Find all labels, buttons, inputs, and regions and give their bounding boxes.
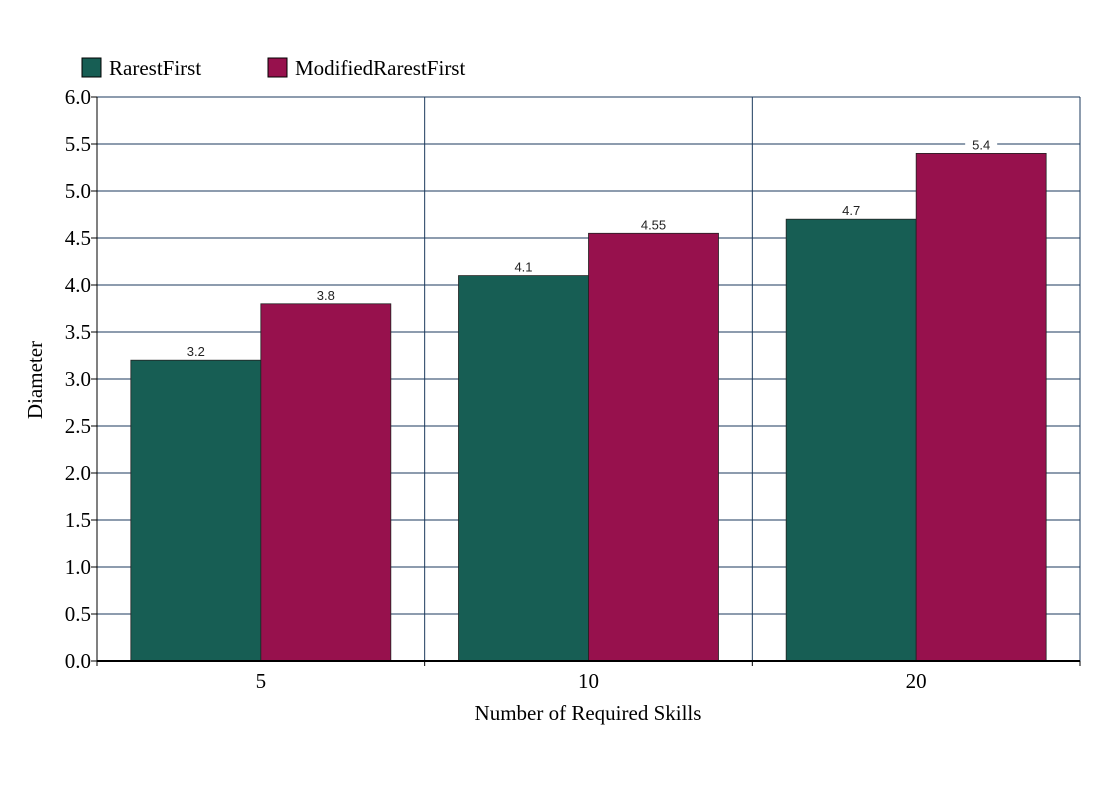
axes bbox=[91, 96, 1081, 666]
y-tick-label: 3.0 bbox=[65, 367, 91, 391]
bar-ModifiedRarestFirst-20 bbox=[915, 152, 1047, 662]
data-label: 5.4 bbox=[972, 137, 990, 152]
x-tick-labels: 5 10 20 bbox=[256, 669, 927, 693]
legend: RarestFirst ModifiedRarestFirst bbox=[81, 56, 465, 80]
y-tick-label: 2.0 bbox=[65, 461, 91, 485]
y-tick-labels: 0.0 0.5 1.0 1.5 2.0 2.5 3.0 3.5 4.0 4.5 5.0 5.5 6.0 bbox=[65, 85, 91, 673]
y-tick-label: 0.5 bbox=[65, 602, 91, 626]
data-label-bg bbox=[507, 259, 540, 275]
bars bbox=[130, 152, 1047, 662]
data-label: 4.1 bbox=[514, 260, 532, 275]
y-tick-label: 1.5 bbox=[65, 508, 91, 532]
data-label-bg bbox=[965, 137, 998, 153]
legend-label: ModifiedRarestFirst bbox=[295, 56, 465, 80]
data-label: 4.7 bbox=[842, 203, 860, 218]
y-tick-label: 5.0 bbox=[65, 179, 91, 203]
y-tick-label: 6.0 bbox=[65, 85, 91, 109]
y-tick-label: 5.5 bbox=[65, 132, 91, 156]
y-tick-label: 0.0 bbox=[65, 649, 91, 673]
bar-RarestFirst-5 bbox=[130, 359, 262, 662]
y-tick-label: 3.5 bbox=[65, 320, 91, 344]
bar-ModifiedRarestFirst-5 bbox=[260, 303, 392, 662]
y-tick-label: 4.0 bbox=[65, 273, 91, 297]
bar-RarestFirst-10 bbox=[458, 275, 589, 662]
data-label: 4.55 bbox=[641, 217, 666, 232]
legend-swatch-RarestFirst bbox=[81, 57, 102, 78]
bar-ModifiedRarestFirst-10 bbox=[588, 232, 719, 662]
x-axis-label: Number of Required Skills bbox=[475, 701, 702, 725]
data-label: 3.8 bbox=[317, 288, 335, 303]
data-labels: 3.2 3.8 4.1 4.55 4.7 5.4 bbox=[179, 137, 998, 360]
y-tick-label: 4.5 bbox=[65, 226, 91, 250]
x-tick-label: 20 bbox=[906, 669, 927, 693]
y-axis-label: Diameter bbox=[23, 341, 47, 419]
data-label: 3.2 bbox=[187, 344, 205, 359]
data-label-bg bbox=[835, 203, 868, 219]
data-label-bg bbox=[637, 217, 670, 233]
x-tick-label: 10 bbox=[578, 669, 599, 693]
data-label-bg bbox=[179, 344, 212, 360]
bar-RarestFirst-20 bbox=[785, 218, 917, 662]
x-tick-label: 5 bbox=[256, 669, 267, 693]
data-label-bg bbox=[309, 287, 342, 303]
legend-swatch-ModifiedRarestFirst bbox=[267, 57, 288, 78]
y-tick-label: 2.5 bbox=[65, 414, 91, 438]
legend-label: RarestFirst bbox=[109, 56, 201, 80]
y-tick-label: 1.0 bbox=[65, 555, 91, 579]
